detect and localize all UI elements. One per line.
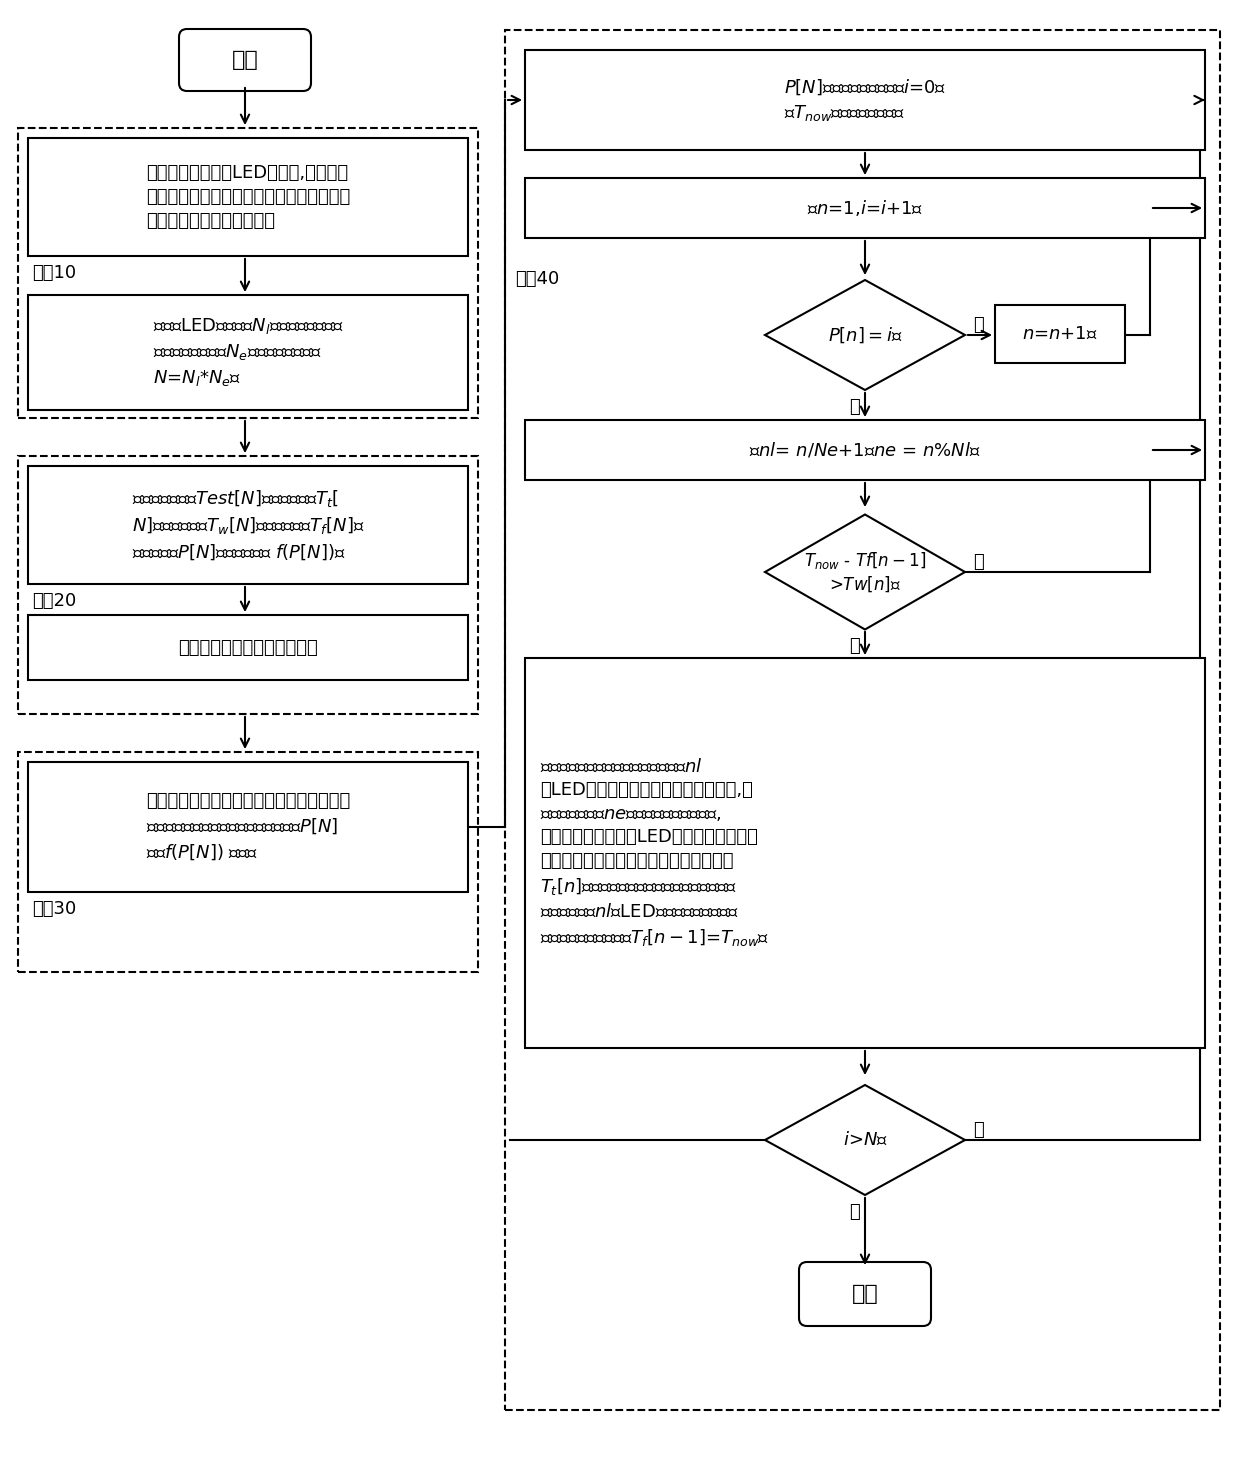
Bar [525,178,1205,238]
Text: 建立测试项目集$Test[N]$、测试时间集$T_t[$
$N]$、等待时间集$T_w[N]$、完成时间集$T_f[N]$、
测试路径集$P[N]$、测试总时间: 建立测试项目集$Test[N]$、测试时间集$T_t[$ $N]$、等待时间集$… [131,487,365,562]
Text: 否: 否 [973,317,983,334]
Bar [994,305,1125,363]
Bar [19,457,477,713]
Bar [29,616,467,680]
Text: $T_{now}$ - $Tf[n-1]$
>$Tw[n]$？: $T_{now}$ - $Tf[n-1]$ >$Tw[n]$？ [804,550,926,594]
Text: 否: 否 [973,553,983,570]
Text: $P[n]=i$？: $P[n]=i$？ [827,325,903,344]
Text: 在上位机输入被测LED工位数,测试项目
过程中所需电流、电压、通电时间、等待时
间、通电次序、循环次数；: 在上位机输入被测LED工位数,测试项目 过程中所需电流、电压、通电时间、等待时 … [146,165,350,229]
Bar [525,658,1205,1048]
Text: 设被测LED工位数为$N_l$，该测试项目所需
不间断通电次数为$N_e$，则总测试任务数
$N$=$N_l$*$N_e$；: 设被测LED工位数为$N_l$，该测试项目所需 不间断通电次数为$N_e$，则总… [153,317,343,388]
Text: 是: 是 [849,398,861,416]
FancyBboxPatch shape [179,29,311,90]
Text: 步骤20: 步骤20 [32,592,76,610]
Text: 步骤10: 步骤10 [32,264,76,282]
Bar [505,31,1220,1409]
Bar [19,751,477,972]
Polygon shape [765,1085,965,1195]
Text: 是: 是 [849,638,861,655]
Text: 结束: 结束 [852,1284,878,1304]
Bar [29,762,467,891]
Text: 否: 否 [973,1121,983,1139]
Text: 是: 是 [849,1204,861,1221]
Text: $n$=$n$+1；: $n$=$n$+1； [1022,325,1097,343]
Bar [525,420,1205,480]
Text: $P[N]$为最优测试路径，令$i$=0，
令$T_{now}$为当前实时时间；: $P[N]$为最优测试路径，令$i$=0， 令$T_{now}$为当前实时时间； [784,77,946,123]
Polygon shape [765,280,965,390]
Text: $i$>$N$？: $i$>$N$？ [842,1131,888,1150]
Text: 并建立测试路径最优化模型；: 并建立测试路径最优化模型； [179,639,317,657]
Text: 开始: 开始 [232,50,258,70]
Text: 步骤30: 步骤30 [32,900,76,918]
Text: 令$nl$= $n$/$Ne$+1，$ne$ = $n$%$Nl$；: 令$nl$= $n$/$Ne$+1，$ne$ = $n$%$Nl$； [749,441,981,460]
Text: 令$n$=1,$i$=$i$+1；: 令$n$=1,$i$=$i$+1； [807,198,923,217]
Text: 上位机控制工位切换控制器模块将第$nl$
个LED接通电源模块与电参数采集模块,并
控制电源输出第$ne$次通电所需电流或电压,
电参数采集模块采集LED的电参: 上位机控制工位切换控制器模块将第$nl$ 个LED接通电源模块与电参数采集模块,… [539,757,769,948]
Bar [19,128,477,417]
Bar [29,139,467,255]
Bar [525,50,1205,150]
Bar [29,295,467,410]
FancyBboxPatch shape [799,1262,931,1326]
Bar [29,465,467,584]
Text: 利用模拟退火算法，对测试路径进行最优化
，找出总测试时间最短的最优测试路径$P[N]$
，使$f(P[N])$ 最小；: 利用模拟退火算法，对测试路径进行最优化 ，找出总测试时间最短的最优测试路径$P[… [146,792,350,862]
Text: 步骤40: 步骤40 [515,270,559,287]
Polygon shape [765,515,965,629]
